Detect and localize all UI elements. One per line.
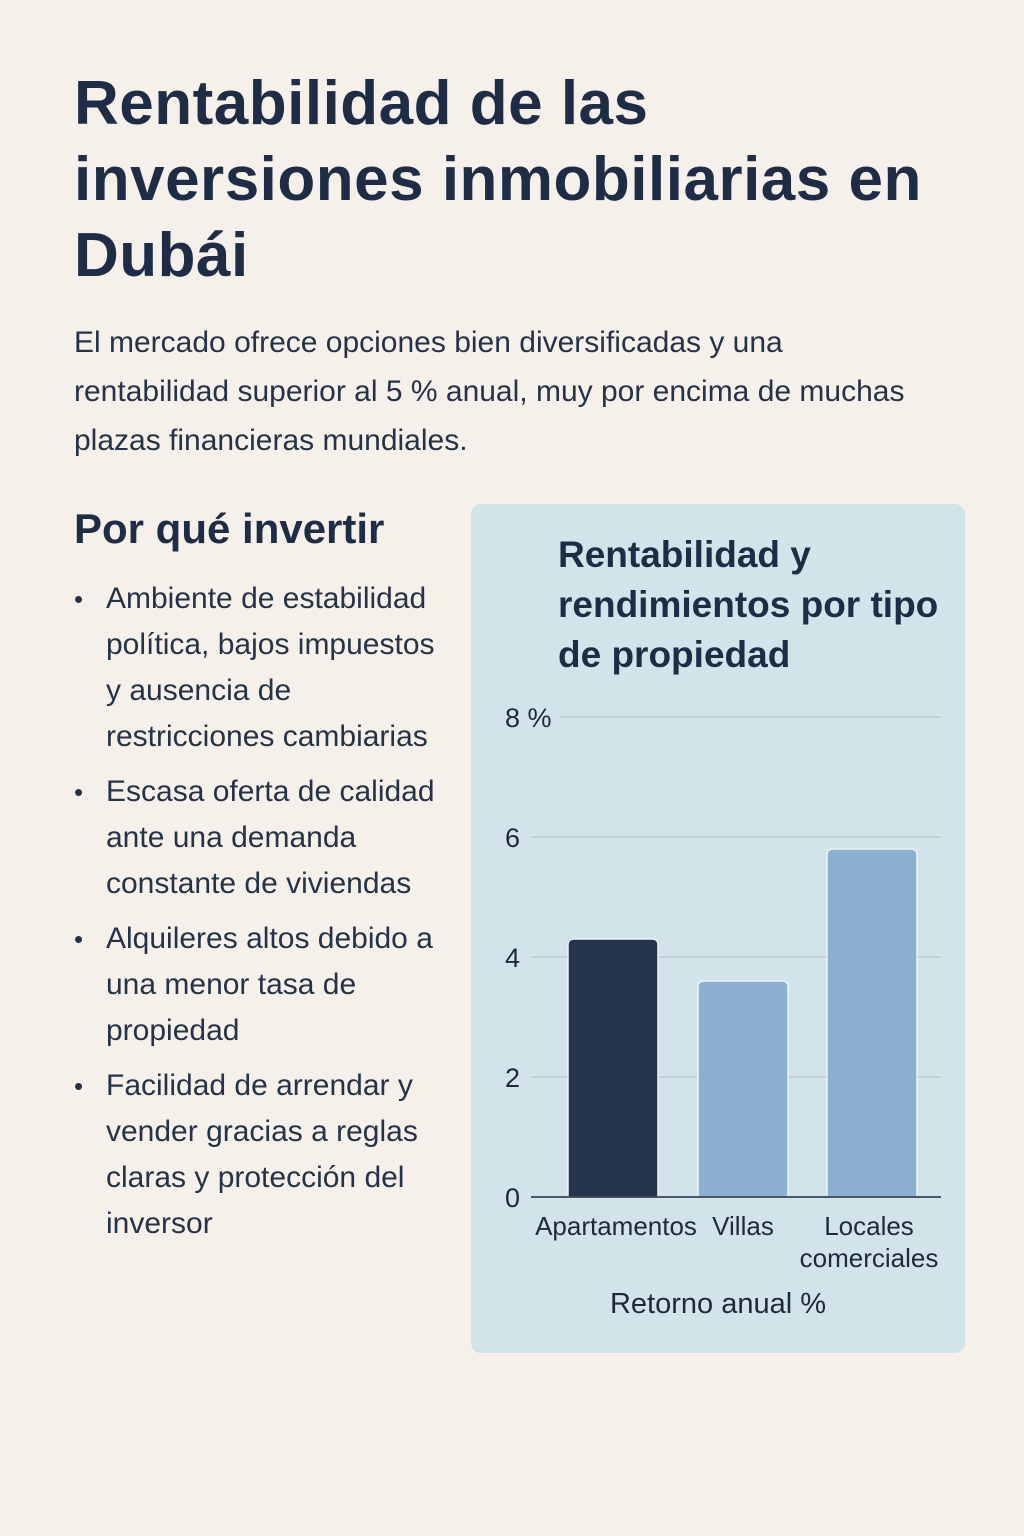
why-invest-list: • Ambiente de estabilidad política, bajos… <box>74 576 454 1256</box>
list-item-text: Facilidad de arrendar y vender gracias a… <box>106 1069 418 1240</box>
why-invest-heading: Por qué invertir <box>74 505 385 552</box>
list-item-text: Ambiente de estabilidad política, bajos … <box>106 582 435 753</box>
bar-apartamentos <box>567 938 659 1198</box>
x-axis-label: Retorno anual % <box>609 1288 827 1320</box>
bar-chart: 0 2 4 6 8 % Apartamentos Villas Locales comercia… <box>505 703 941 1273</box>
bullet-icon: • <box>74 584 84 614</box>
y-tick-label: 8 % <box>505 703 552 733</box>
y-tick-label: 0 <box>505 1183 520 1213</box>
bullet-icon: • <box>74 1071 84 1101</box>
bullet-icon: • <box>74 777 84 807</box>
list-item: • Ambiente de estabilidad política, bajos… <box>74 576 454 760</box>
chart-panel: Rentabilidad y rendimientos por tipo de … <box>471 504 965 1353</box>
bullet-icon: • <box>74 924 84 954</box>
y-tick-label: 2 <box>505 1063 520 1093</box>
x-tick-label: Villas <box>712 1211 774 1241</box>
intro-paragraph: El mercado ofrece opciones bien diversif… <box>74 326 905 457</box>
y-tick-label: 6 <box>505 823 520 853</box>
x-tick-label: Locales comerciales <box>800 1211 939 1273</box>
page-title: Rentabilidad de las inversiones inmobili… <box>74 69 922 290</box>
bar-villas <box>697 980 789 1198</box>
chart-title: Rentabilidad y rendimientos por tipo de … <box>558 534 939 675</box>
list-item: • Escasa oferta de calidad ante una deman… <box>74 769 454 907</box>
list-item: • Facilidad de arrendar y vender gracias … <box>74 1063 454 1247</box>
bar-locales-comerciales <box>826 848 918 1198</box>
list-item: • Alquileres altos debido a una menor tas… <box>74 916 454 1054</box>
list-item-text: Alquileres altos debido a una menor tasa… <box>106 922 433 1047</box>
y-tick-label: 4 <box>505 943 520 973</box>
x-tick-label: Apartamentos <box>535 1211 697 1241</box>
list-item-text: Escasa oferta de calidad ante una demand… <box>106 775 435 900</box>
